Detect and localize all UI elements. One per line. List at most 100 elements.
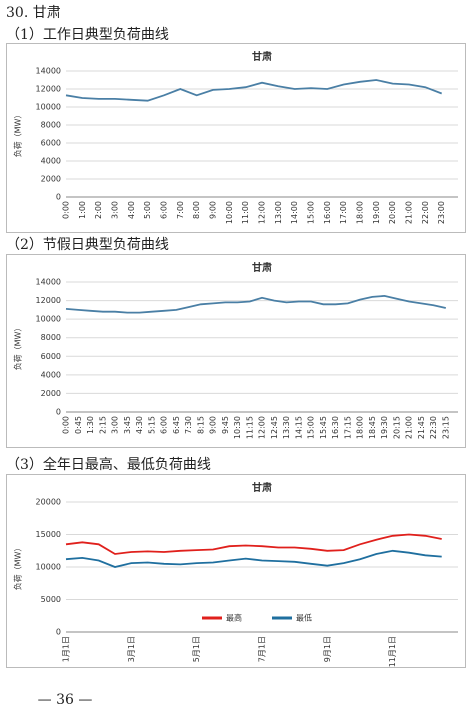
y-axis-label: 负荷（MW）	[13, 324, 23, 371]
chart-frame	[6, 43, 466, 233]
y-tick-label: 0	[56, 193, 61, 202]
x-tick-label: 3:00	[111, 201, 120, 219]
chart-title: 甘肃	[252, 261, 272, 274]
x-tick-label: 9:45	[221, 416, 230, 434]
x-tick-label: 23:15	[441, 416, 450, 439]
x-tick-label: 7:30	[184, 416, 193, 434]
y-tick-label: 5000	[41, 595, 61, 604]
y-tick-label: 20000	[36, 498, 61, 507]
y-tick-label: 2000	[41, 175, 61, 184]
data-line	[65, 549, 442, 568]
x-tick-label: 0:00	[62, 416, 71, 434]
x-tick-label: 9:00	[209, 201, 218, 219]
x-tick-label: 5月1日	[192, 636, 201, 662]
x-tick-label: 18:00	[356, 416, 365, 439]
x-tick-label: 16:30	[331, 416, 340, 439]
x-tick-label: 19:30	[380, 416, 389, 439]
data-line	[65, 294, 446, 314]
x-tick-label: 21:45	[417, 416, 426, 439]
x-tick-label: 17:00	[339, 201, 348, 224]
x-tick-label: 0:45	[74, 416, 83, 434]
x-tick-label: 15:45	[319, 416, 328, 439]
page-number: — 36 —	[37, 692, 93, 708]
y-tick-label: 14000	[36, 67, 61, 76]
x-tick-label: 16:00	[323, 201, 332, 224]
x-tick-label: 12:00	[258, 201, 267, 224]
x-tick-label: 3:00	[111, 416, 120, 434]
x-tick-label: 2:15	[98, 416, 107, 434]
y-tick-label: 8000	[41, 333, 61, 342]
x-tick-label: 20:15	[392, 416, 401, 439]
x-tick-label: 4:30	[135, 416, 144, 434]
x-tick-label: 21:00	[405, 201, 414, 224]
x-tick-label: 0:00	[62, 201, 71, 219]
x-tick-label: 1:30	[86, 416, 95, 434]
x-tick-label: 11:00	[241, 201, 250, 224]
x-tick-label: 12:00	[258, 416, 267, 439]
x-tick-label: 10:00	[225, 201, 234, 224]
x-tick-label: 6:00	[160, 201, 169, 219]
x-tick-label: 11:15	[245, 416, 254, 439]
x-tick-label: 4:00	[127, 201, 136, 219]
legend-label: 最低	[296, 613, 312, 623]
x-tick-label: 12:45	[270, 416, 279, 439]
y-tick-label: 4000	[41, 157, 61, 166]
x-tick-label: 11月1日	[388, 636, 397, 667]
x-tick-label: 9月1日	[323, 636, 332, 662]
section-title: （2）节假日典型负荷曲线	[6, 237, 169, 253]
x-tick-label: 19:00	[372, 201, 381, 224]
x-tick-label: 14:00	[290, 201, 299, 224]
x-tick-label: 23:00	[437, 201, 446, 224]
legend-label: 最高	[226, 613, 242, 623]
section-title: （1）工作日典型负荷曲线	[6, 27, 169, 43]
data-line	[65, 533, 442, 555]
chart-title: 甘肃	[252, 50, 272, 63]
x-tick-label: 18:00	[356, 201, 365, 224]
x-tick-label: 5:00	[143, 201, 152, 219]
x-tick-label: 20:00	[388, 201, 397, 224]
y-tick-label: 10000	[36, 315, 61, 324]
chart-title: 甘肃	[252, 481, 272, 494]
x-tick-label: 15:00	[307, 416, 316, 439]
x-tick-label: 3:45	[123, 416, 132, 434]
y-tick-label: 14000	[36, 278, 61, 287]
data-line	[65, 79, 443, 102]
x-tick-label: 3月1日	[127, 636, 136, 662]
section-title: （3）全年日最高、最低负荷曲线	[6, 457, 211, 473]
y-tick-label: 2000	[41, 389, 61, 398]
heading: 30. 甘肃	[6, 5, 61, 21]
y-tick-label: 10000	[36, 103, 61, 112]
x-tick-label: 17:15	[343, 416, 352, 439]
y-tick-label: 6000	[41, 139, 61, 148]
x-tick-label: 10:30	[233, 416, 242, 439]
x-tick-label: 22:30	[429, 416, 438, 439]
y-axis-label: 负荷（MW）	[13, 111, 23, 158]
x-tick-label: 1:00	[78, 201, 87, 219]
x-tick-label: 21:00	[405, 416, 414, 439]
x-tick-label: 1月1日	[62, 636, 71, 662]
x-tick-label: 9:00	[209, 416, 218, 434]
y-tick-label: 0	[56, 408, 61, 417]
x-tick-label: 8:00	[192, 201, 201, 219]
x-tick-label: 14:15	[294, 416, 303, 439]
x-tick-label: 7月1日	[258, 636, 267, 662]
y-tick-label: 12000	[36, 85, 61, 94]
y-tick-label: 6000	[41, 352, 61, 361]
x-tick-label: 6:00	[160, 416, 169, 434]
x-tick-label: 5:15	[147, 416, 156, 434]
x-tick-label: 22:00	[421, 201, 430, 224]
y-tick-label: 15000	[36, 530, 61, 539]
y-axis-label: 负荷（MW）	[13, 544, 23, 591]
x-tick-label: 8:15	[196, 416, 205, 434]
chart-frame	[6, 254, 466, 448]
y-tick-label: 12000	[36, 296, 61, 305]
y-tick-label: 0	[56, 628, 61, 637]
chart-frame	[6, 474, 466, 668]
x-tick-label: 13:00	[274, 201, 283, 224]
y-tick-label: 10000	[36, 563, 61, 572]
y-tick-label: 8000	[41, 121, 61, 130]
